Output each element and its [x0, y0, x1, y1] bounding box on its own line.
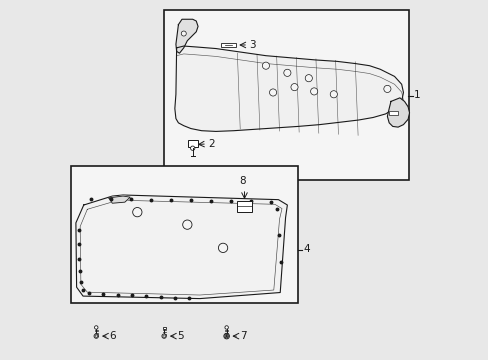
Text: 7: 7 [240, 331, 246, 341]
Circle shape [132, 207, 142, 217]
Circle shape [183, 220, 192, 229]
Bar [71, 166, 298, 303]
Polygon shape [175, 46, 403, 131]
Polygon shape [108, 196, 130, 203]
Text: 1: 1 [413, 90, 420, 100]
Circle shape [190, 146, 194, 150]
Circle shape [310, 88, 317, 95]
Circle shape [225, 335, 227, 337]
Bar [388, 111, 397, 115]
Circle shape [94, 326, 98, 329]
Circle shape [283, 69, 290, 76]
Bar [162, 327, 165, 329]
Circle shape [163, 335, 165, 337]
Text: 4: 4 [303, 244, 309, 254]
Circle shape [95, 335, 97, 337]
Circle shape [290, 84, 298, 91]
Bar [164, 10, 408, 180]
Polygon shape [76, 195, 287, 298]
Circle shape [305, 75, 312, 82]
Circle shape [162, 334, 166, 338]
FancyBboxPatch shape [187, 140, 197, 147]
Circle shape [181, 31, 186, 36]
Polygon shape [176, 19, 198, 53]
Circle shape [383, 85, 390, 93]
Text: 2: 2 [207, 139, 214, 149]
Circle shape [218, 243, 227, 252]
Circle shape [94, 334, 98, 338]
Circle shape [224, 333, 229, 339]
Text: 5: 5 [177, 331, 184, 341]
Circle shape [224, 326, 228, 329]
Circle shape [224, 334, 228, 338]
Text: 8: 8 [239, 176, 245, 186]
Text: 6: 6 [109, 331, 116, 341]
Bar [236, 201, 252, 212]
Text: 3: 3 [248, 40, 255, 50]
Circle shape [262, 62, 269, 69]
Circle shape [269, 89, 276, 96]
Bar [221, 43, 235, 47]
Polygon shape [386, 98, 408, 127]
Circle shape [329, 91, 337, 98]
